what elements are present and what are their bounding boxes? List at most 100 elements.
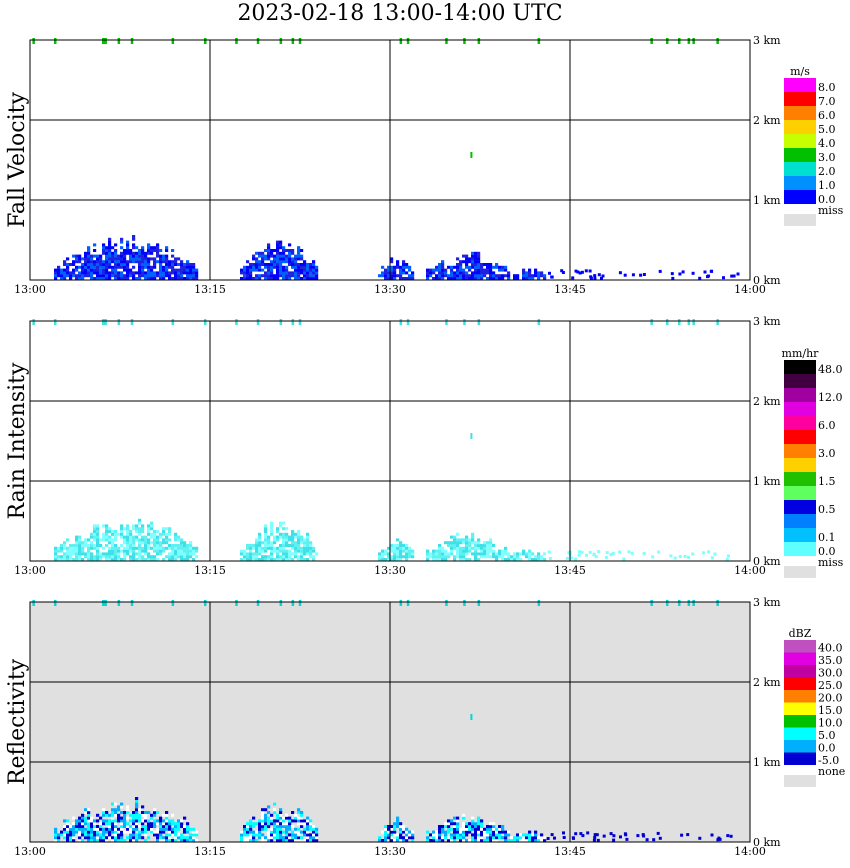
echo-cell (156, 830, 160, 834)
echo-cell (246, 839, 250, 842)
echo-cell (501, 836, 505, 840)
y-tick-label: 2 km (753, 114, 781, 127)
echo-cell (96, 527, 100, 531)
echo-cell (99, 271, 103, 275)
echo-cell (405, 558, 409, 561)
colorbar-swatch (784, 690, 816, 703)
echo-cell (261, 555, 265, 559)
echo-cell (390, 549, 394, 553)
echo-cell (477, 538, 481, 542)
echo-cell (141, 546, 145, 550)
echo-cell (135, 546, 139, 550)
echo-cell (75, 555, 79, 559)
colorbar-label: 15.0 (818, 704, 843, 717)
echo-cell (390, 277, 394, 280)
echo-cell (501, 552, 505, 556)
echo-cell (78, 825, 82, 828)
echo-cell (132, 246, 136, 250)
echo-cell (669, 554, 673, 558)
echo-cell (447, 836, 451, 840)
echo-cell (306, 538, 310, 542)
echo-cell (540, 558, 544, 561)
echo-cell (108, 251, 112, 255)
echo-cell (177, 827, 181, 831)
echo-cell (129, 249, 133, 252)
echo-cell (240, 268, 244, 272)
echo-cell (470, 714, 473, 720)
echo-cell (627, 550, 631, 554)
echo-cell (90, 263, 94, 266)
echo-cell (111, 260, 115, 264)
echo-cell (246, 833, 250, 837)
echo-cell (288, 535, 292, 539)
echo-cell (93, 268, 97, 272)
echo-cell (474, 836, 478, 840)
echo-cell (462, 552, 466, 556)
echo-cell (456, 816, 460, 820)
echo-cell (534, 271, 538, 275)
echo-cell (441, 546, 445, 550)
echo-cell (162, 265, 166, 269)
echo-cell (477, 38, 481, 44)
reflectivity-echo-field (32, 600, 733, 842)
echo-cell (261, 816, 265, 820)
echo-cell (114, 538, 118, 542)
echo-cell (303, 260, 307, 264)
echo-cell (432, 277, 436, 280)
echo-cell (126, 825, 130, 828)
echo-cell (273, 546, 277, 550)
echo-cell (114, 271, 118, 275)
echo-cell (300, 271, 304, 275)
echo-cell (276, 530, 280, 533)
echo-cell (180, 552, 184, 556)
echo-cell (528, 836, 532, 840)
echo-cell (183, 271, 187, 275)
echo-cell (66, 538, 70, 542)
echo-cell (589, 276, 593, 280)
echo-cell (276, 816, 280, 820)
echo-cell (120, 274, 124, 278)
colorbar-swatch (784, 652, 816, 665)
echo-cell (99, 827, 103, 831)
echo-cell (477, 260, 481, 264)
echo-cell (75, 265, 79, 269)
echo-cell (114, 546, 118, 550)
echo-cell (120, 549, 124, 553)
echo-cell (132, 549, 136, 553)
echo-cell (87, 251, 91, 255)
colorbar-miss-label: miss (818, 556, 844, 569)
echo-cell (309, 277, 313, 280)
echo-cell (492, 827, 496, 831)
echo-cell (81, 265, 85, 269)
echo-cell (126, 541, 130, 545)
echo-cell (96, 544, 100, 547)
echo-cell (465, 825, 469, 828)
echo-cell (57, 833, 61, 837)
echo-cell (132, 558, 136, 561)
echo-cell (144, 254, 148, 258)
echo-cell (258, 251, 262, 255)
echo-cell (441, 277, 445, 280)
echo-cell (297, 532, 301, 536)
echo-cell (501, 827, 505, 831)
echo-cell (432, 271, 436, 275)
colorbar-label: 1.0 (818, 179, 836, 192)
echo-cell (90, 839, 94, 842)
echo-cell (300, 819, 304, 823)
echo-cell (141, 254, 145, 258)
echo-cell (525, 839, 529, 842)
echo-cell (60, 274, 64, 278)
echo-cell (156, 544, 160, 547)
colorbar-label: 5.0 (818, 729, 836, 742)
echo-cell (270, 251, 274, 255)
echo-cell (93, 527, 97, 531)
echo-cell (147, 541, 151, 545)
echo-cell (435, 555, 439, 559)
echo-cell (276, 257, 280, 261)
echo-cell (87, 260, 91, 264)
echo-cell (678, 319, 681, 325)
echo-cell (111, 555, 115, 559)
echo-cell (447, 839, 451, 842)
echo-cell (270, 836, 274, 840)
colorbar-swatch (784, 416, 816, 430)
